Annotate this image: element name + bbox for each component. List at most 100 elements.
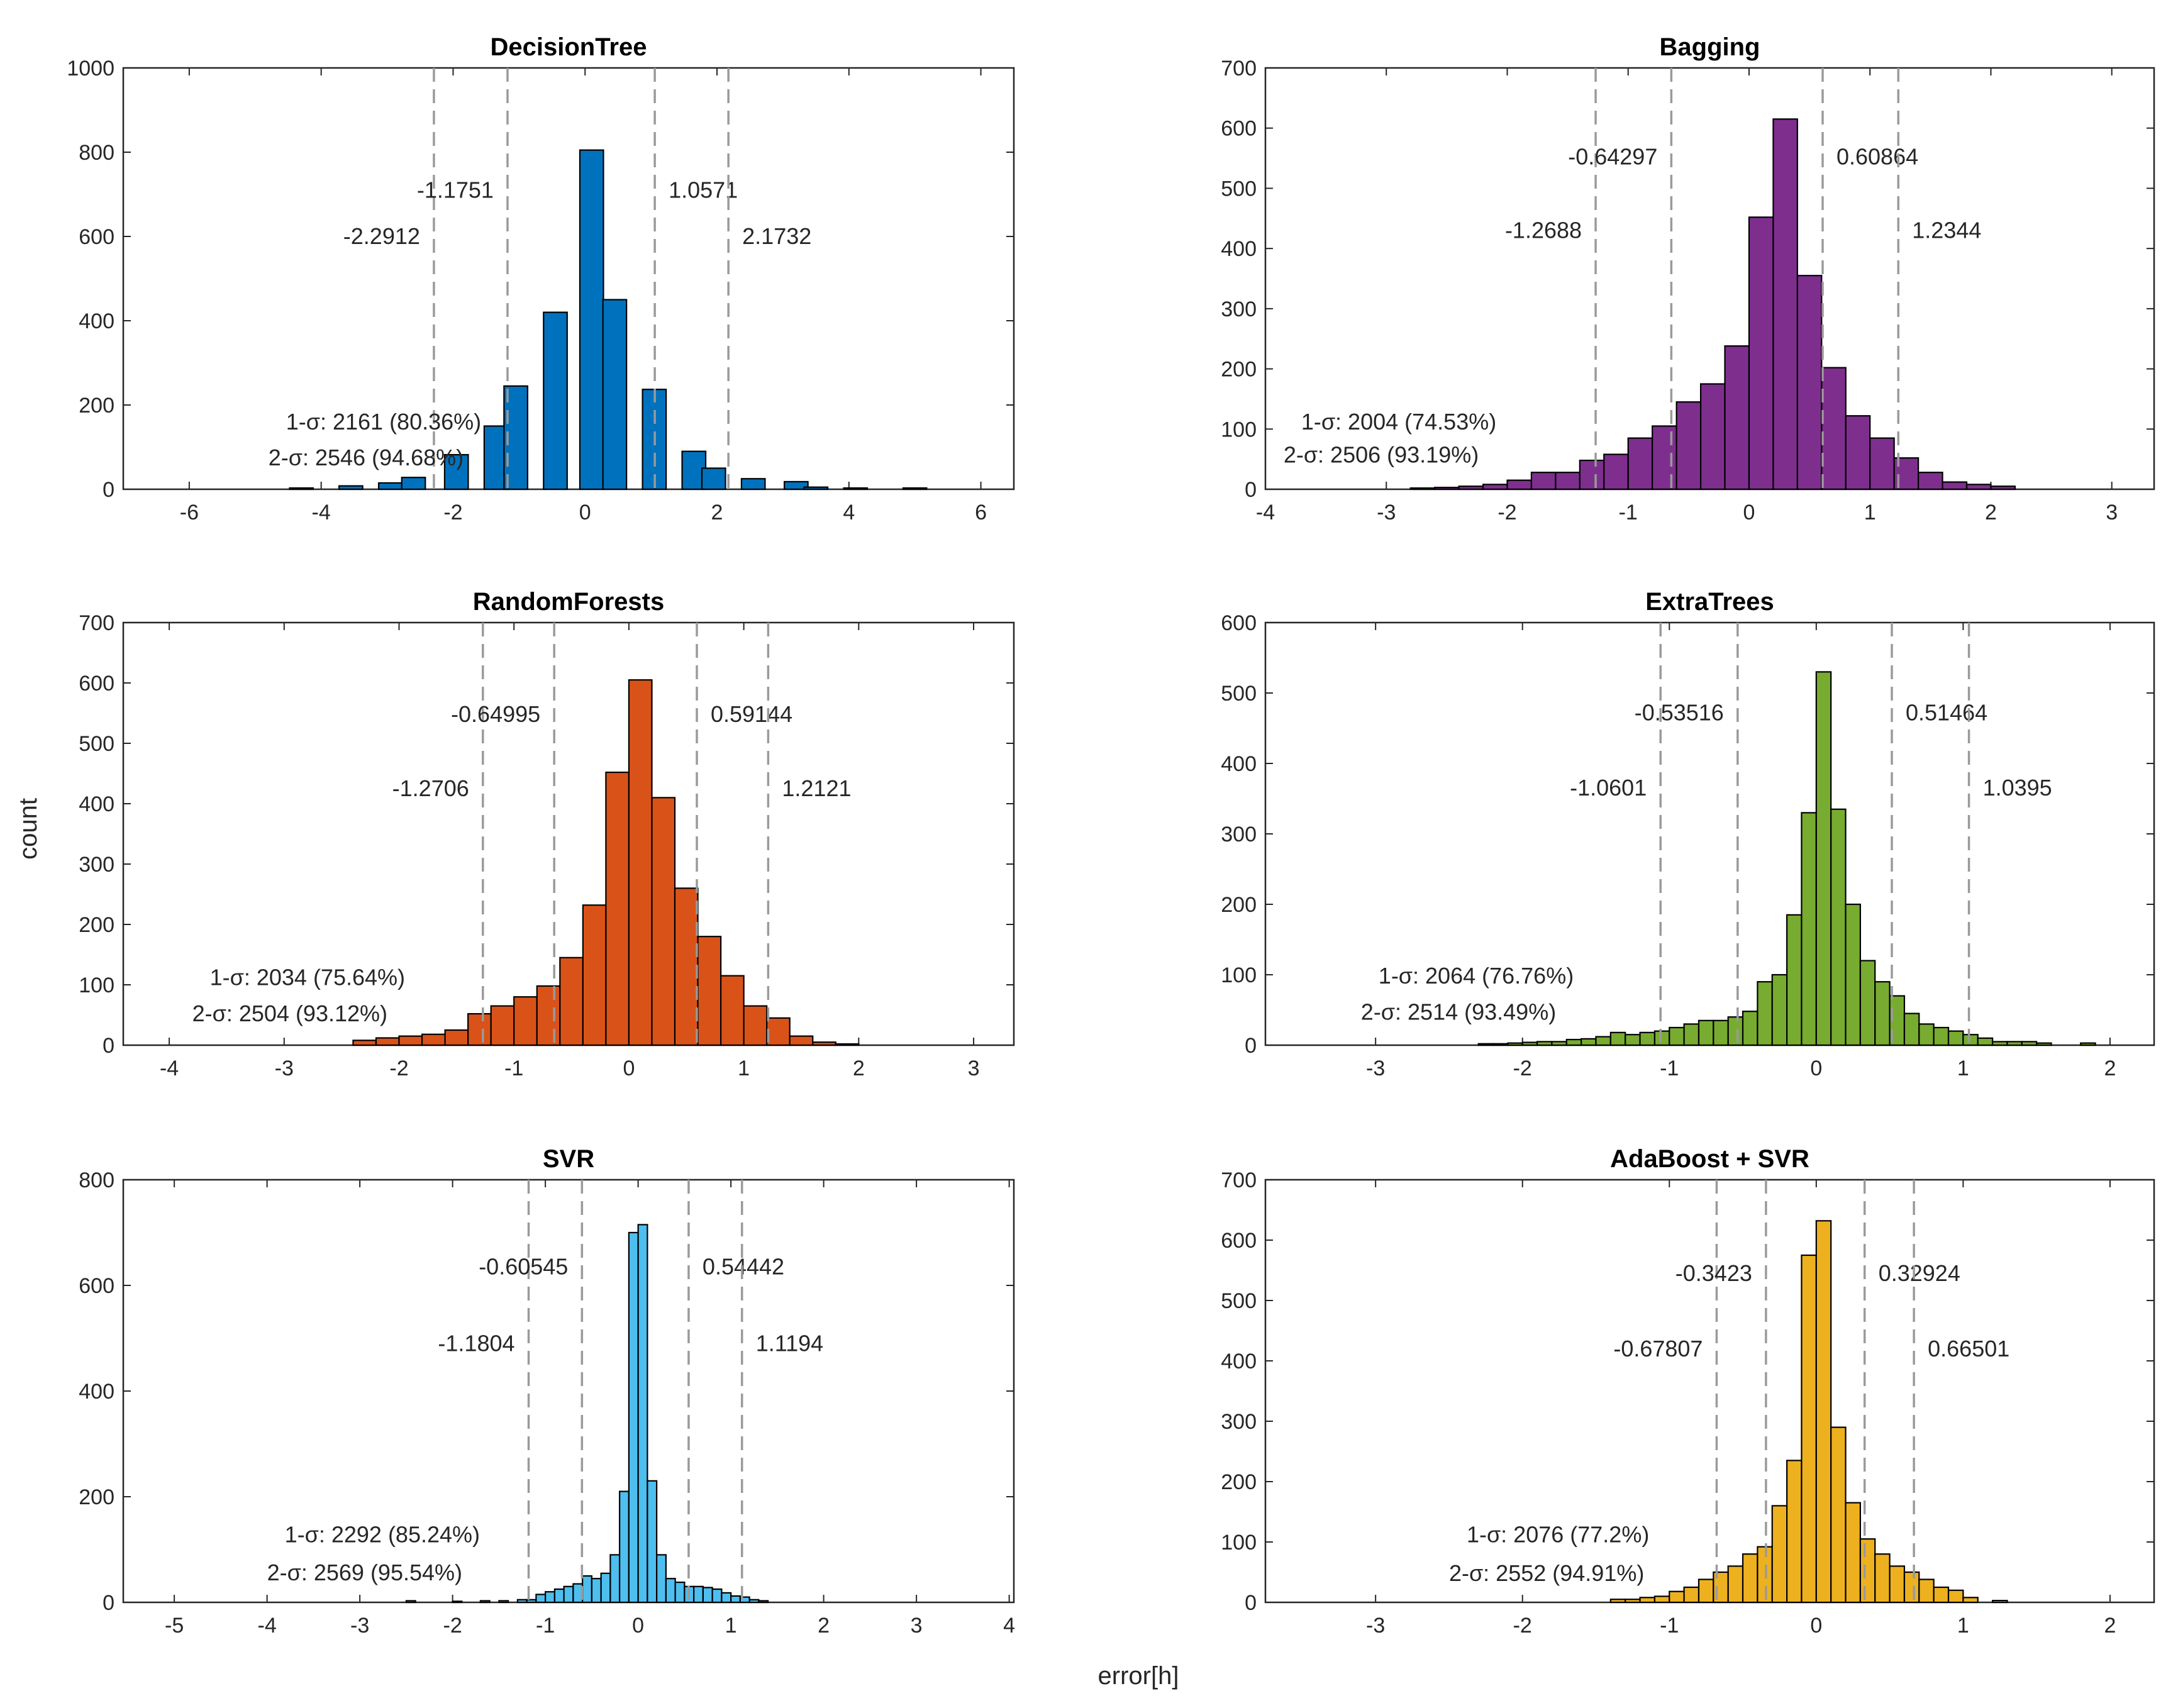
sigma-value-label: 0.59144 bbox=[711, 701, 792, 727]
histogram-bar bbox=[766, 1017, 791, 1046]
histogram-bar bbox=[674, 1581, 686, 1604]
histogram-bar bbox=[444, 1029, 469, 1046]
x-tick-label: -3 bbox=[350, 1614, 369, 1638]
annot-1sigma: 1-σ: 2076 (77.2%) bbox=[1467, 1521, 1649, 1547]
y-tick-label: 600 bbox=[79, 672, 114, 696]
figure-xlabel: error[h] bbox=[1098, 1662, 1179, 1690]
histogram-bar bbox=[1627, 437, 1653, 491]
histogram-bar bbox=[1977, 1037, 1994, 1046]
histogram-bar bbox=[1845, 1502, 1861, 1604]
histogram-bar bbox=[721, 1592, 732, 1604]
y-tick-label: 600 bbox=[1221, 1229, 1257, 1253]
x-tick-label: -3 bbox=[1366, 1614, 1385, 1638]
plot-area bbox=[122, 67, 1015, 491]
y-tick-label: 0 bbox=[103, 1034, 114, 1058]
histogram-bar bbox=[536, 985, 561, 1046]
x-tick-label: 0 bbox=[1810, 1614, 1822, 1638]
histogram-bar bbox=[1815, 671, 1832, 1046]
histogram-bar bbox=[693, 1585, 704, 1604]
histogram-bar bbox=[1965, 484, 1992, 491]
y-tick-label: 700 bbox=[1221, 1168, 1257, 1192]
histogram-bar bbox=[2036, 1042, 2052, 1046]
sigma-value-label: -0.53516 bbox=[1635, 699, 1724, 725]
y-tick-label: 500 bbox=[79, 732, 114, 756]
panel-title: Bagging bbox=[1660, 33, 1760, 61]
histogram-bar bbox=[600, 1572, 611, 1604]
x-tick-label: 2 bbox=[818, 1614, 830, 1638]
histogram-bar bbox=[1727, 1016, 1744, 1046]
y-tick-label: 600 bbox=[79, 1274, 114, 1298]
histogram-bar bbox=[758, 1600, 769, 1604]
histogram-bar bbox=[1727, 1565, 1744, 1604]
sigma-value-label: -1.1804 bbox=[438, 1330, 514, 1356]
histogram-bar bbox=[674, 887, 699, 1046]
histogram-bar bbox=[1652, 425, 1677, 491]
y-tick-label: 600 bbox=[1221, 611, 1257, 635]
histogram-bar bbox=[1609, 1599, 1626, 1604]
histogram-bar bbox=[535, 1594, 547, 1604]
sigma-value-label: -1.0601 bbox=[1570, 775, 1647, 801]
sigma-value-label: -0.67807 bbox=[1613, 1336, 1703, 1361]
x-tick-label: 2 bbox=[2104, 1614, 2116, 1638]
y-tick-label: 700 bbox=[79, 611, 114, 635]
x-tick-label: -1 bbox=[1660, 1056, 1679, 1080]
panels-container: DecisionTree-6 -4 -2 0 2 4 602004006008001000-… bbox=[67, 33, 2155, 1638]
histogram-bar bbox=[1845, 903, 1861, 1046]
x-tick-label: -3 bbox=[1377, 501, 1396, 524]
panel-title: SVR bbox=[543, 1145, 594, 1173]
histogram-bar bbox=[1821, 367, 1847, 491]
histogram-bar bbox=[1942, 481, 1968, 491]
histogram-bar bbox=[1918, 1023, 1935, 1046]
histogram-bar bbox=[702, 1587, 713, 1604]
histogram-bar bbox=[1991, 1041, 2008, 1046]
histogram-bar bbox=[1595, 1036, 1611, 1046]
histogram-bar bbox=[1565, 1038, 1582, 1046]
histogram-bar bbox=[1771, 973, 1788, 1046]
histogram-bar bbox=[1786, 914, 1803, 1046]
histogram-bar bbox=[1409, 487, 1436, 491]
y-tick-label: 700 bbox=[1221, 57, 1257, 80]
histogram-bar bbox=[902, 487, 928, 491]
histogram-bar bbox=[1815, 1220, 1832, 1604]
sigma-value-label: 0.54442 bbox=[703, 1254, 784, 1280]
histogram-bar bbox=[563, 1585, 574, 1604]
y-tick-label: 100 bbox=[1221, 1531, 1257, 1555]
x-tick-label: 0 bbox=[1810, 1056, 1822, 1080]
histogram-bar bbox=[1933, 1026, 1950, 1046]
histogram-bar bbox=[1757, 981, 1773, 1046]
histogram-bar bbox=[1801, 812, 1817, 1046]
histogram-bar bbox=[1697, 1019, 1714, 1046]
x-tick-label: -4 bbox=[312, 501, 331, 524]
histogram-bar bbox=[1683, 1586, 1700, 1604]
annot-2sigma: 2-σ: 2569 (95.54%) bbox=[267, 1560, 462, 1585]
histogram-bar bbox=[579, 149, 604, 491]
histogram-bar bbox=[1742, 1553, 1759, 1604]
histogram-bar bbox=[1697, 1578, 1714, 1604]
y-tick-label: 300 bbox=[1221, 823, 1257, 846]
x-tick-label: -2 bbox=[1497, 501, 1516, 524]
histogram-bar bbox=[1918, 1578, 1935, 1604]
x-tick-label: -4 bbox=[160, 1056, 179, 1080]
panel-6: AdaBoost + SVR -3 -2 -1 0 1 2 0 100 200 300 400 500 6… bbox=[1221, 1145, 2155, 1638]
histogram-bar bbox=[1933, 1586, 1950, 1604]
y-tick-label: 200 bbox=[79, 1485, 114, 1509]
x-tick-label: 0 bbox=[632, 1614, 644, 1638]
histogram-bar bbox=[651, 797, 676, 1046]
y-tick-label: 400 bbox=[79, 1380, 114, 1404]
histogram-bar bbox=[1786, 1460, 1803, 1604]
histogram-bar bbox=[1947, 1589, 1964, 1604]
histogram-bar bbox=[1536, 1041, 1553, 1046]
annot-1sigma: 1-σ: 2064 (76.76%) bbox=[1379, 963, 1574, 989]
sigma-value-label: 1.1194 bbox=[756, 1330, 823, 1356]
y-tick-label: 500 bbox=[1221, 682, 1257, 706]
panel-2: Bagging -4 -3 -2 -1 0 1 2 3 0 100 200 300 400 500 600 70… bbox=[1221, 33, 2155, 524]
histogram-bar bbox=[543, 311, 568, 491]
histogram-bar bbox=[1845, 415, 1871, 491]
histogram-bar bbox=[1458, 485, 1484, 491]
histogram-bar bbox=[1683, 1023, 1700, 1046]
sigma-value-label: 2.1732 bbox=[742, 223, 811, 249]
histogram-bar bbox=[553, 1588, 565, 1604]
x-tick-label: 2 bbox=[711, 501, 723, 524]
histogram-bar bbox=[1830, 808, 1847, 1046]
histogram-bar bbox=[398, 1035, 423, 1046]
